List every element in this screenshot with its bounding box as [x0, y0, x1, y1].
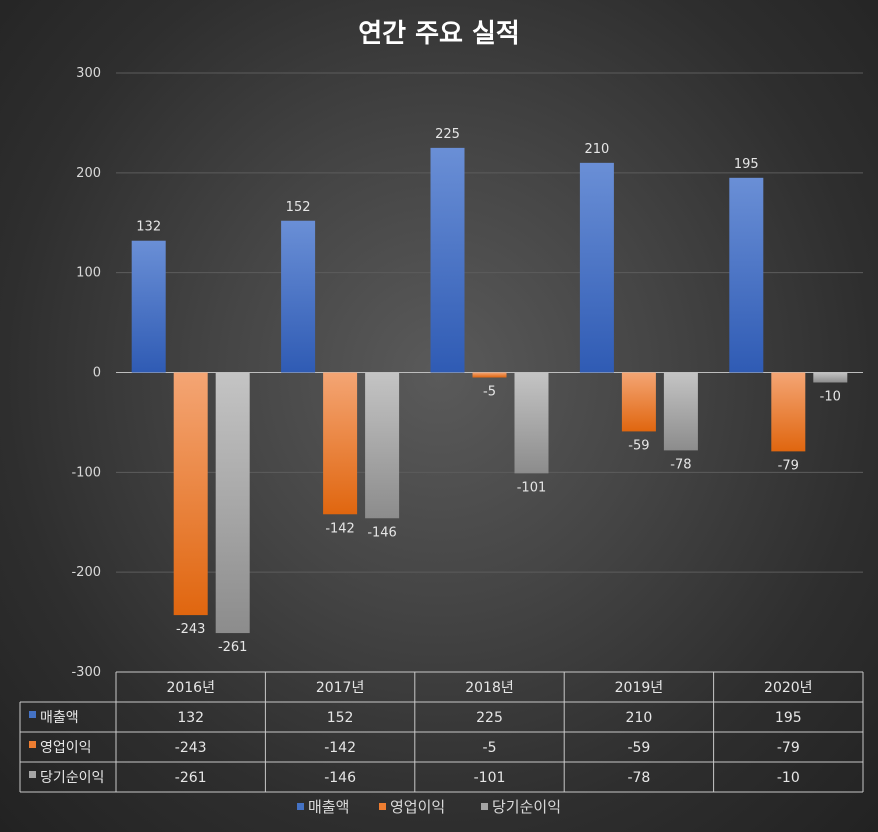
table-cell: -142	[324, 740, 356, 756]
table-series-key	[29, 711, 36, 718]
legend-item: 영업이익	[390, 798, 445, 816]
data-label: -243	[176, 622, 206, 637]
bar-당기순이익-2018년	[514, 372, 549, 474]
data-label: -78	[670, 457, 691, 472]
data-label: -10	[820, 389, 841, 404]
bar-매출액-2016년	[131, 240, 166, 373]
table-series-key	[29, 771, 36, 778]
bar-영업이익-2020년	[771, 372, 806, 452]
table-cell: 195	[775, 710, 802, 726]
table-cell: -261	[175, 770, 207, 786]
data-label: 210	[584, 142, 609, 157]
legend-swatch	[379, 803, 386, 810]
legend-item: 매출액	[308, 798, 349, 816]
bar-영업이익-2017년	[323, 372, 358, 515]
data-label: -5	[483, 384, 496, 399]
data-labels: 132 152 225 210 195 -243 -142 -5 -59 -79 -261 -146 -…	[136, 127, 841, 655]
bar-매출액-2020년	[729, 177, 764, 373]
data-label: 132	[136, 220, 161, 235]
table-cell: -101	[474, 770, 506, 786]
legend: 매출액 영업이익 당기순이익	[297, 798, 561, 816]
data-label: -101	[517, 480, 547, 495]
legend-item: 당기순이익	[492, 798, 561, 816]
y-tick-label: -100	[71, 465, 101, 480]
bar-영업이익-2018년	[472, 372, 507, 378]
table-cell: -10	[777, 770, 800, 786]
y-tick-label: 0	[93, 366, 101, 381]
data-label: 195	[734, 157, 759, 172]
legend-swatch	[297, 803, 304, 810]
bar-영업이익-2016년	[173, 372, 208, 616]
table-cell: 152	[327, 710, 354, 726]
y-tick-label: 200	[76, 166, 101, 181]
table-header-cell: 2016년	[166, 680, 215, 696]
table-cell: -78	[627, 770, 650, 786]
table-header-cell: 2019년	[615, 680, 664, 696]
table-series-key	[29, 741, 36, 748]
table-cell: -146	[324, 770, 356, 786]
bar-영업이익-2019년	[621, 372, 656, 432]
bars	[131, 147, 848, 634]
data-label: -142	[325, 521, 355, 536]
table-cell: 225	[476, 710, 503, 726]
bar-당기순이익-2020년	[813, 372, 848, 383]
y-tick-label: -200	[71, 565, 101, 580]
bar-당기순이익-2019년	[663, 372, 698, 451]
data-label: -79	[778, 458, 799, 473]
table-row-header: 영업이익	[40, 740, 92, 756]
table-cell: 132	[177, 710, 204, 726]
y-tick-label: 300	[76, 66, 101, 81]
data-label: -261	[218, 640, 248, 655]
data-label: -146	[367, 525, 397, 540]
legend-swatch	[481, 803, 488, 810]
table-cell: -5	[483, 740, 497, 756]
bar-매출액-2017년	[281, 220, 316, 373]
table-header-cell: 2017년	[316, 680, 365, 696]
data-label: 152	[286, 200, 311, 215]
table-row-header: 당기순이익	[40, 770, 104, 786]
table-row-header: 매출액	[40, 710, 79, 726]
y-tick-label: 100	[76, 266, 101, 281]
y-axis-ticks: 300 200 100 0 -100 -200 -300	[71, 66, 101, 680]
bar-매출액-2019년	[579, 162, 614, 373]
chart-title: 연간 주요 실적	[358, 19, 520, 49]
table-cell: 210	[626, 710, 653, 726]
bar-당기순이익-2016년	[215, 372, 250, 634]
table-cell: -59	[627, 740, 650, 756]
table-cell: -79	[777, 740, 800, 756]
table-header-cell: 2018년	[465, 680, 514, 696]
y-tick-label: -300	[71, 665, 101, 680]
table-header-cell: 2020년	[764, 680, 813, 696]
bar-당기순이익-2017년	[365, 372, 400, 519]
data-label: 225	[435, 127, 460, 142]
data-label: -59	[628, 438, 649, 453]
table-cell: -243	[175, 740, 207, 756]
bar-매출액-2018년	[430, 147, 465, 373]
